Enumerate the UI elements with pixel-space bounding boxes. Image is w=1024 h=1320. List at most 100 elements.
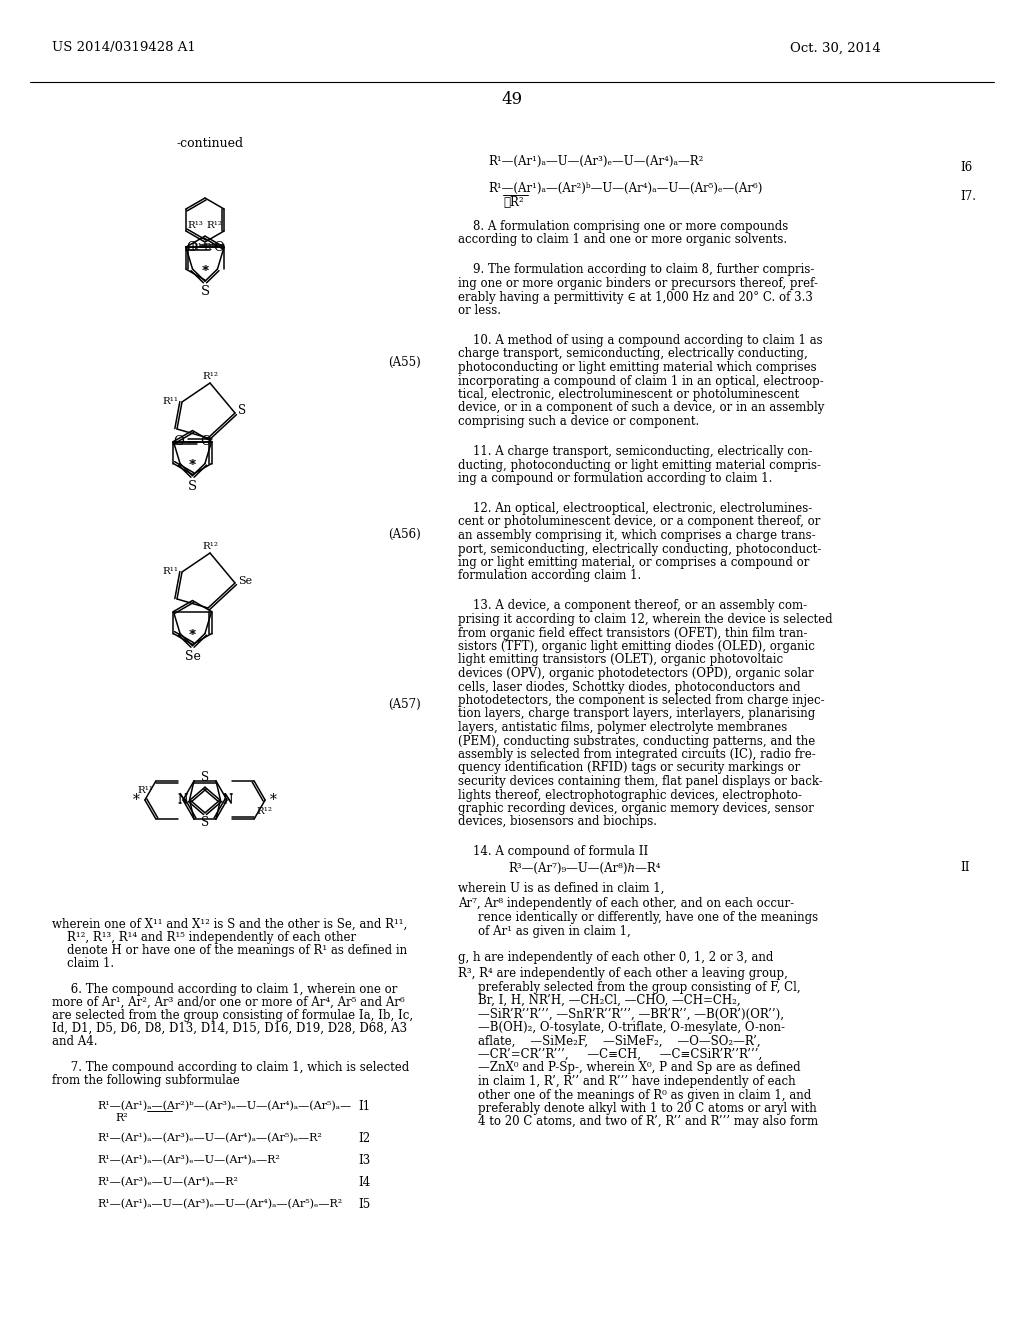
Text: O: O (213, 240, 224, 253)
Text: incorporating a compound of claim 1 in an optical, electroop-: incorporating a compound of claim 1 in a… (458, 375, 823, 388)
Text: security devices containing them, flat panel displays or back-: security devices containing them, flat p… (458, 775, 822, 788)
Text: tical, electronic, electroluminescent or photoluminescent: tical, electronic, electroluminescent or… (458, 388, 799, 401)
Text: lights thereof, electrophotographic devices, electrophoto-: lights thereof, electrophotographic devi… (458, 788, 802, 801)
Text: S: S (201, 285, 210, 298)
Text: I6: I6 (961, 161, 972, 174)
Text: preferably selected from the group consisting of F, Cl,: preferably selected from the group consi… (478, 981, 801, 994)
Text: I4: I4 (358, 1176, 371, 1189)
Text: more of Ar¹, Ar², Ar³ and/or one or more of Ar⁴, Ar⁵ and Ar⁶: more of Ar¹, Ar², Ar³ and/or one or more… (52, 997, 404, 1008)
Text: g, h are independently of each other 0, 1, 2 or 3, and: g, h are independently of each other 0, … (458, 952, 773, 965)
Text: R³—(Ar⁷)₉—U—(Ar⁸)ℎ—R⁴: R³—(Ar⁷)₉—U—(Ar⁸)ℎ—R⁴ (508, 862, 660, 874)
Text: Br, I, H, NR’H, —CH₂Cl, —CHO, —CH=CH₂,: Br, I, H, NR’H, —CH₂Cl, —CHO, —CH=CH₂, (478, 994, 740, 1007)
Text: ing or light emitting material, or comprises a compound or: ing or light emitting material, or compr… (458, 556, 809, 569)
Text: R¹¹: R¹¹ (162, 397, 178, 407)
Text: denote H or have one of the meanings of R¹ as defined in: denote H or have one of the meanings of … (52, 944, 408, 957)
Text: *: * (189, 630, 196, 642)
Text: *: * (188, 630, 196, 642)
Text: erably having a permittivity ∈ at 1,000 Hz and 20° C. of 3.3: erably having a permittivity ∈ at 1,000 … (458, 290, 813, 304)
Text: and A4.: and A4. (52, 1035, 97, 1048)
Text: R¹—(Ar¹)ₐ—(Ar³)ₑ—U—(Ar⁴)ₐ—R²: R¹—(Ar¹)ₐ—(Ar³)ₑ—U—(Ar⁴)ₐ—R² (97, 1155, 280, 1166)
Text: sistors (TFT), organic light emitting diodes (OLED), organic: sistors (TFT), organic light emitting di… (458, 640, 815, 653)
Text: quency identification (RFID) tags or security markings or: quency identification (RFID) tags or sec… (458, 762, 800, 775)
Text: layers, antistatic films, polymer electrolyte membranes: layers, antistatic films, polymer electr… (458, 721, 787, 734)
Text: R¹—(Ar³)ₑ—U—(Ar⁴)ₐ—R²: R¹—(Ar³)ₑ—U—(Ar⁴)ₐ—R² (97, 1177, 238, 1187)
Text: I1: I1 (358, 1101, 370, 1114)
Text: I2: I2 (358, 1133, 370, 1146)
Text: O: O (174, 436, 184, 447)
Text: *: * (270, 793, 276, 807)
Text: graphic recording devices, organic memory devices, sensor: graphic recording devices, organic memor… (458, 803, 814, 814)
Text: (PEM), conducting substrates, conducting patterns, and the: (PEM), conducting substrates, conducting… (458, 734, 815, 747)
Text: O: O (186, 240, 197, 253)
Text: O: O (201, 436, 211, 447)
Text: device, or in a component of such a device, or in an assembly: device, or in a component of such a devi… (458, 401, 824, 414)
Text: R¹—(Ar¹)ₐ—U—(Ar³)ₑ—U—(Ar⁴)ₐ—(Ar⁵)ₑ—R²: R¹—(Ar¹)ₐ—U—(Ar³)ₑ—U—(Ar⁴)ₐ—(Ar⁵)ₑ—R² (97, 1199, 342, 1209)
Text: rence identically or differently, have one of the meanings: rence identically or differently, have o… (478, 911, 818, 924)
Text: port, semiconducting, electrically conducting, photoconduct-: port, semiconducting, electrically condu… (458, 543, 821, 556)
Text: N: N (222, 793, 232, 807)
Text: Oct. 30, 2014: Oct. 30, 2014 (790, 41, 881, 54)
Text: R¹², R¹³, R¹⁴ and R¹⁵ independently of each other: R¹², R¹³, R¹⁴ and R¹⁵ independently of e… (52, 931, 356, 944)
Text: wherein one of X¹¹ and X¹² is S and the other is Se, and R¹¹,: wherein one of X¹¹ and X¹² is S and the … (52, 917, 408, 931)
Text: formulation according claim 1.: formulation according claim 1. (458, 569, 641, 582)
Text: 4 to 20 C atoms, and two of R’, R’’ and R’’’ may also form: 4 to 20 C atoms, and two of R’, R’’ and … (478, 1115, 818, 1129)
Text: R¹¹: R¹¹ (203, 243, 219, 252)
Text: R¹—(Ar¹)ₐ—U—(Ar³)ₑ—U—(Ar⁴)ₐ—R²: R¹—(Ar¹)ₐ—U—(Ar³)ₑ—U—(Ar⁴)ₐ—R² (488, 154, 703, 168)
Text: R¹²: R¹² (202, 543, 218, 550)
Text: claim 1.: claim 1. (52, 957, 114, 970)
Text: assembly is selected from integrated circuits (IC), radio fre-: assembly is selected from integrated cir… (458, 748, 816, 762)
Text: S: S (188, 479, 197, 492)
Text: R²: R² (115, 1113, 128, 1123)
Text: other one of the meanings of R⁰ as given in claim 1, and: other one of the meanings of R⁰ as given… (478, 1089, 811, 1101)
Text: 14. A compound of formula II: 14. A compound of formula II (458, 846, 648, 858)
Text: R¹²: R¹² (256, 807, 272, 816)
Text: —SiR’R’’R’’’, —SnR’R’’R’’’, —BR’R’’, —B(OR’)(OR’’),: —SiR’R’’R’’’, —SnR’R’’R’’’, —BR’R’’, —B(… (478, 1007, 784, 1020)
Text: photoconducting or light emitting material which comprises: photoconducting or light emitting materi… (458, 360, 816, 374)
Text: Se: Se (184, 649, 201, 663)
Text: 7. The compound according to claim 1, which is selected: 7. The compound according to claim 1, wh… (52, 1061, 410, 1074)
Text: R¹³: R¹³ (188, 220, 204, 230)
Text: (A57): (A57) (388, 698, 421, 711)
Text: —B(OH)₂, O-tosylate, O-triflate, O-mesylate, O-non-: —B(OH)₂, O-tosylate, O-triflate, O-mesyl… (478, 1020, 785, 1034)
Text: (A55): (A55) (388, 356, 421, 370)
Text: (A56): (A56) (388, 528, 421, 541)
Text: R¹¹: R¹¹ (138, 785, 154, 795)
Text: ducting, photoconducting or light emitting material compris-: ducting, photoconducting or light emitti… (458, 458, 821, 471)
Text: —CR’=CR’’R’’’,     —C≡CH,     —C≡CSiR’R’’R’’’,: —CR’=CR’’R’’’, —C≡CH, —C≡CSiR’R’’R’’’, (478, 1048, 762, 1061)
Text: or less.: or less. (458, 304, 501, 317)
Text: aflate,    —SiMe₂F,    —SiMeF₂,    —O—SO₂—R’,: aflate, —SiMe₂F, —SiMeF₂, —O—SO₂—R’, (478, 1035, 761, 1048)
Text: comprising such a device or component.: comprising such a device or component. (458, 414, 699, 428)
Text: wherein U is as defined in claim 1,: wherein U is as defined in claim 1, (458, 882, 665, 895)
Text: R¹—(Ar¹)ₐ—(Ar³)ₑ—U—(Ar⁴)ₐ—(Ar⁵)ₑ—R²: R¹—(Ar¹)ₐ—(Ar³)ₑ—U—(Ar⁴)ₐ—(Ar⁵)ₑ—R² (97, 1133, 322, 1143)
Text: R¹¹: R¹¹ (162, 568, 178, 577)
Text: *: * (133, 793, 140, 807)
Text: according to claim 1 and one or more organic solvents.: according to claim 1 and one or more org… (458, 234, 787, 247)
Text: —ZnX⁰ and P-Sp-, wherein X⁰, P and Sp are as defined: —ZnX⁰ and P-Sp-, wherein X⁰, P and Sp ar… (478, 1061, 801, 1074)
Text: of Ar¹ as given in claim 1,: of Ar¹ as given in claim 1, (478, 924, 631, 937)
Text: from organic field effect transistors (OFET), thin film tran-: from organic field effect transistors (O… (458, 627, 808, 639)
Text: are selected from the group consisting of formulae Ia, Ib, Ic,: are selected from the group consisting o… (52, 1008, 413, 1022)
Text: -continued: -continued (176, 137, 244, 150)
Text: from the following subformulae: from the following subformulae (52, 1074, 240, 1086)
Text: *: * (202, 264, 208, 277)
Text: *: * (188, 459, 196, 473)
Text: S: S (201, 816, 209, 829)
Text: charge transport, semiconducting, electrically conducting,: charge transport, semiconducting, electr… (458, 347, 808, 360)
Text: II: II (961, 861, 970, 874)
Text: R¹—(Ar¹)ₐ—(Ar²)ᵇ—U—(Ar⁴)ₐ—U—(Ar⁵)ₑ—(Ar⁶): R¹—(Ar¹)ₐ—(Ar²)ᵇ—U—(Ar⁴)ₐ—U—(Ar⁵)ₑ—(Ar⁶) (488, 182, 763, 195)
Text: I3: I3 (358, 1155, 371, 1167)
Text: 8. A formulation comprising one or more compounds: 8. A formulation comprising one or more … (458, 220, 788, 234)
Text: preferably denote alkyl with 1 to 20 C atoms or aryl with: preferably denote alkyl with 1 to 20 C a… (478, 1102, 817, 1115)
Text: 9. The formulation according to claim 8, further compris-: 9. The formulation according to claim 8,… (458, 264, 814, 276)
Text: 11. A charge transport, semiconducting, electrically con-: 11. A charge transport, semiconducting, … (458, 445, 812, 458)
Text: tion layers, charge transport layers, interlayers, planarising: tion layers, charge transport layers, in… (458, 708, 815, 721)
Text: 10. A method of using a compound according to claim 1 as: 10. A method of using a compound accordi… (458, 334, 822, 347)
Text: 6. The compound according to claim 1, wherein one or: 6. The compound according to claim 1, wh… (52, 983, 397, 997)
Text: 13. A device, a component thereof, or an assembly com-: 13. A device, a component thereof, or an… (458, 599, 807, 612)
Text: N: N (177, 793, 187, 807)
Text: devices, biosensors and biochips.: devices, biosensors and biochips. (458, 816, 657, 829)
Text: cells, laser diodes, Schottky diodes, photoconductors and: cells, laser diodes, Schottky diodes, ph… (458, 681, 801, 693)
Text: 12. An optical, electrooptical, electronic, electrolumines-: 12. An optical, electrooptical, electron… (458, 502, 812, 515)
Text: photodetectors, the component is selected from charge injec-: photodetectors, the component is selecte… (458, 694, 824, 708)
Text: I7.: I7. (961, 190, 976, 203)
